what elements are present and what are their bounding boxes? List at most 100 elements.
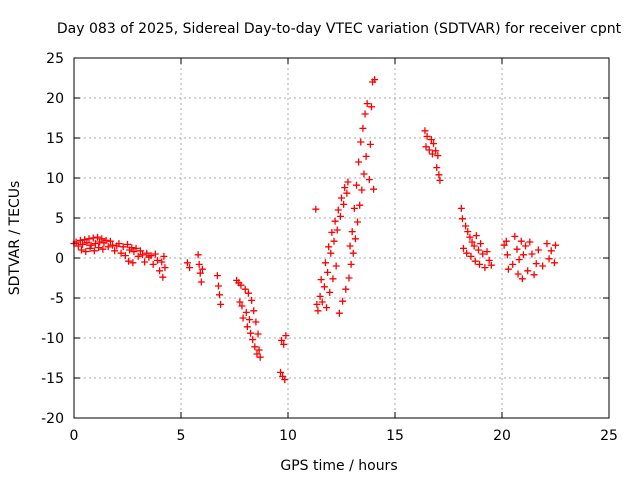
data-point-marker bbox=[250, 307, 258, 315]
data-point-marker bbox=[89, 234, 97, 242]
data-point-marker bbox=[156, 267, 164, 275]
data-point-marker bbox=[79, 240, 87, 248]
y-tick-label: -15 bbox=[41, 371, 64, 387]
data-point-marker bbox=[281, 376, 289, 384]
data-point-marker bbox=[509, 260, 517, 268]
data-point-marker bbox=[214, 282, 222, 290]
data-point-marker bbox=[280, 340, 288, 348]
data-point-marker bbox=[474, 246, 482, 254]
data-point-marker bbox=[513, 245, 521, 253]
data-point-marker bbox=[117, 249, 125, 257]
data-point-marker bbox=[428, 150, 436, 158]
data-point-marker bbox=[345, 274, 353, 282]
x-tick-label: 20 bbox=[493, 428, 511, 444]
data-point-marker bbox=[550, 259, 558, 267]
data-point-marker bbox=[346, 242, 354, 250]
y-tick-label: -20 bbox=[41, 411, 64, 427]
data-point-marker bbox=[129, 259, 137, 267]
data-point-marker bbox=[128, 244, 136, 252]
data-point-marker bbox=[518, 275, 526, 283]
data-point-marker bbox=[356, 201, 364, 209]
data-point-marker bbox=[183, 259, 191, 267]
data-point-marker bbox=[141, 258, 149, 266]
data-point-marker bbox=[334, 206, 342, 214]
data-point-marker bbox=[514, 270, 522, 278]
data-point-marker bbox=[464, 228, 472, 236]
data-point-marker bbox=[347, 260, 355, 268]
y-axis-label: SDTVAR / TECUs bbox=[7, 181, 23, 296]
data-point-marker bbox=[323, 304, 331, 312]
y-tick-label: 0 bbox=[55, 251, 64, 267]
plot-frame bbox=[73, 57, 610, 419]
data-point-marker bbox=[241, 285, 249, 293]
data-point-marker bbox=[519, 251, 527, 259]
data-point-marker bbox=[312, 205, 320, 213]
data-point-marker bbox=[552, 241, 559, 249]
data-point-marker bbox=[244, 289, 252, 297]
data-point-marker bbox=[327, 249, 335, 257]
data-point-marker bbox=[350, 204, 358, 212]
data-point-marker bbox=[371, 76, 379, 84]
grid bbox=[74, 58, 609, 418]
data-point-marker bbox=[340, 200, 348, 208]
data-point-marker bbox=[99, 245, 107, 253]
data-point-marker bbox=[363, 100, 371, 108]
axis-ticks: 0 5 10 15 20 25 -20 -15 -10 -5 0 5 10 15 20 25 bbox=[41, 51, 618, 444]
data-point-marker bbox=[543, 240, 551, 248]
data-point-marker bbox=[487, 261, 495, 269]
data-point-marker bbox=[348, 228, 356, 236]
data-point-marker bbox=[530, 271, 538, 279]
data-point-marker bbox=[366, 140, 374, 148]
data-point-marker bbox=[320, 283, 328, 291]
data-point-marker bbox=[318, 298, 326, 306]
y-tick-label: 10 bbox=[46, 171, 64, 187]
data-point-marker bbox=[161, 264, 169, 272]
data-point-marker bbox=[359, 124, 367, 132]
data-point-marker bbox=[435, 171, 443, 179]
data-point-marker bbox=[343, 189, 351, 197]
data-point-marker bbox=[324, 268, 332, 276]
data-point-marker bbox=[483, 248, 491, 256]
y-tick-label: -5 bbox=[50, 291, 64, 307]
data-point-marker bbox=[85, 235, 93, 243]
data-point-marker bbox=[313, 300, 321, 308]
data-point-marker bbox=[159, 273, 167, 281]
y-tick-label: -10 bbox=[41, 331, 64, 347]
data-point-marker bbox=[160, 252, 168, 260]
data-point-marker bbox=[344, 178, 352, 186]
data-point-marker bbox=[367, 103, 375, 111]
data-point-marker bbox=[236, 298, 244, 306]
data-point-marker bbox=[457, 204, 465, 212]
data-point-marker bbox=[194, 251, 202, 259]
data-point-marker bbox=[197, 278, 205, 286]
y-tick-label: 5 bbox=[55, 211, 64, 227]
data-point-marker bbox=[251, 343, 259, 351]
data-point-marker bbox=[136, 247, 144, 255]
data-point-marker bbox=[458, 215, 466, 223]
data-point-marker bbox=[109, 241, 117, 249]
x-tick-label: 5 bbox=[177, 428, 186, 444]
data-points bbox=[70, 76, 559, 384]
data-point-marker bbox=[153, 256, 161, 264]
data-point-marker bbox=[247, 329, 255, 337]
y-tick-label: 25 bbox=[46, 51, 64, 67]
data-point-marker bbox=[436, 176, 444, 184]
data-point-marker bbox=[361, 110, 369, 118]
data-point-marker bbox=[106, 237, 114, 245]
data-point-marker bbox=[336, 212, 344, 220]
data-point-marker bbox=[253, 350, 261, 358]
data-point-marker bbox=[467, 252, 475, 260]
data-point-marker bbox=[317, 276, 325, 284]
data-point-marker bbox=[432, 147, 440, 155]
data-point-marker bbox=[111, 247, 119, 255]
data-point-marker bbox=[470, 242, 478, 250]
data-point-marker bbox=[216, 291, 224, 299]
data-point-marker bbox=[278, 336, 286, 344]
data-point-marker bbox=[357, 138, 365, 146]
data-point-marker bbox=[83, 239, 91, 247]
data-point-marker bbox=[125, 257, 133, 265]
data-point-marker bbox=[539, 262, 547, 270]
data-point-marker bbox=[245, 316, 253, 324]
data-point-marker bbox=[479, 250, 487, 258]
